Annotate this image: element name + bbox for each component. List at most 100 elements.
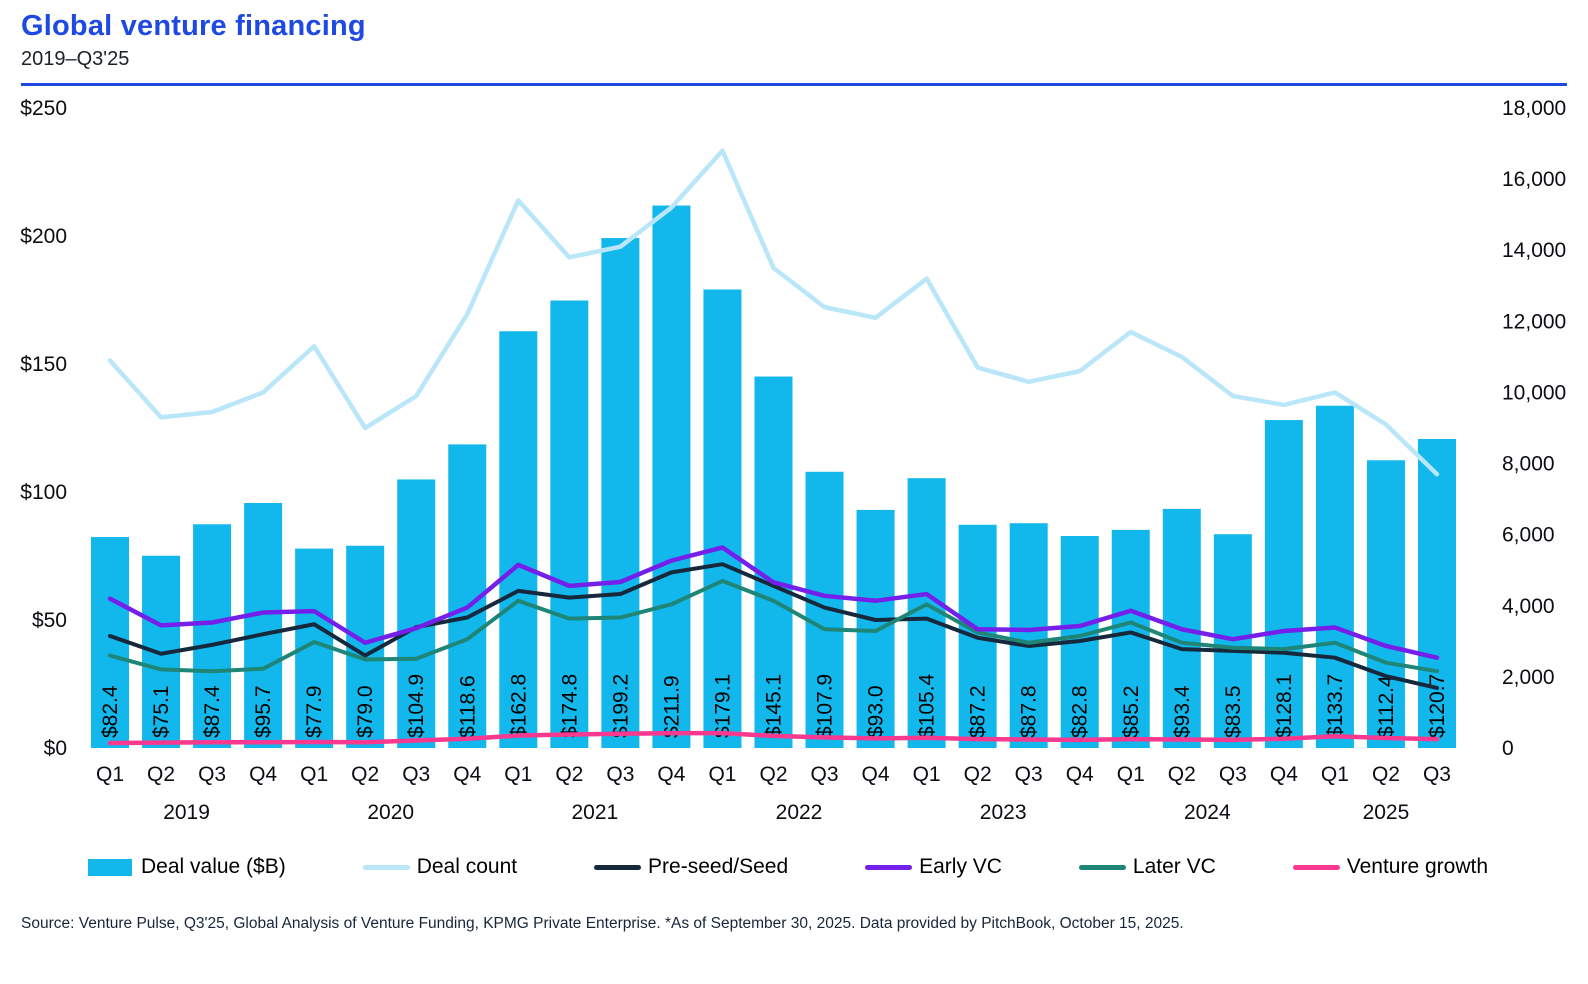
quarter-label: Q2 xyxy=(351,763,379,786)
left-axis-tick: $200 xyxy=(20,225,67,248)
quarter-label: Q1 xyxy=(504,763,532,786)
legend-label: Later VC xyxy=(1132,855,1216,878)
legend-line-swatch xyxy=(1292,864,1340,870)
right-axis-tick: 4,000 xyxy=(1502,595,1555,618)
bar-value-label: $145.1 xyxy=(762,674,785,738)
legend-bar-swatch xyxy=(88,858,132,876)
bar-value-label: $162.8 xyxy=(507,674,530,738)
deal-count-line xyxy=(107,148,1440,477)
bar-value-label: $118.6 xyxy=(456,675,479,738)
quarter-label: Q3 xyxy=(811,763,839,786)
bar-value-label: $93.0 xyxy=(865,685,888,738)
deal-value-bar xyxy=(1264,420,1303,748)
bar-value-label: $179.1 xyxy=(711,674,734,738)
deal-value-bar xyxy=(1111,529,1150,748)
legend-item-pre-seed-seed: Pre-seed/Seed xyxy=(594,855,788,879)
right-axis-tick: 2,000 xyxy=(1502,666,1555,689)
quarter-label: Q1 xyxy=(1321,763,1349,786)
bar-value-label: $199.2 xyxy=(609,674,632,738)
bar-value-label: $107.9 xyxy=(814,674,837,738)
deal-value-bar xyxy=(499,331,538,748)
legend-label: Deal count xyxy=(416,855,518,878)
bar-value-label: $83.5 xyxy=(1222,685,1245,738)
legend-line-swatch xyxy=(594,864,642,870)
deal-value-bars xyxy=(91,205,1456,748)
chart-header: Global venture financing 2019–Q3'25 xyxy=(0,0,1588,71)
right-axis-tick: 14,000 xyxy=(1502,239,1566,262)
quarter-label: Q1 xyxy=(1117,763,1145,786)
legend-item-later-vc: Later VC xyxy=(1078,855,1216,879)
quarter-label: Q3 xyxy=(198,763,226,786)
quarter-label: Q1 xyxy=(300,763,328,786)
left-axis-tick: $150 xyxy=(20,353,67,376)
quarter-axis-labels: Q1 Q2 Q3 Q4 Q1 Q2 Q3 Q4 Q1 Q2 Q3 Q4 Q1 Q2 Q3 Q4 Q1 Q2 Q3 Q4… xyxy=(96,763,1451,786)
quarter-label: Q4 xyxy=(453,763,481,786)
venture-growth-line xyxy=(107,730,1440,746)
legend-line-swatch xyxy=(362,864,410,870)
bar-value-label: $75.1 xyxy=(150,685,173,738)
bar-value-label: $120.7 xyxy=(1426,674,1449,738)
bar-value-label: $87.8 xyxy=(1018,685,1041,738)
chart-legend: Deal value ($B) Deal count Pre-seed/Seed Ea… xyxy=(0,831,1588,879)
right-axis-tick: 12,000 xyxy=(1502,310,1566,333)
bar-value-label: $79.0 xyxy=(354,685,377,738)
bar-value-label: $105.4 xyxy=(916,673,939,738)
deal-value-bar xyxy=(1315,405,1354,748)
quarter-label: Q4 xyxy=(249,763,277,786)
quarter-label: Q4 xyxy=(657,763,685,786)
deal-value-bar xyxy=(193,524,232,748)
year-label: 2024 xyxy=(1184,801,1231,824)
bar-value-label: $87.4 xyxy=(201,685,224,738)
year-label: 2020 xyxy=(367,801,414,824)
bar-value-label: $85.2 xyxy=(1120,685,1143,738)
year-label: 2021 xyxy=(572,801,619,824)
legend-label: Venture growth xyxy=(1346,855,1488,878)
deal-value-bar xyxy=(397,479,436,748)
bar-value-label: $77.9 xyxy=(303,685,326,738)
year-label: 2025 xyxy=(1363,801,1410,824)
quarter-label: Q2 xyxy=(147,763,175,786)
bar-value-label: $82.4 xyxy=(99,685,122,738)
quarter-label: Q2 xyxy=(1372,763,1400,786)
bar-value-label: $128.1 xyxy=(1273,674,1296,738)
legend-line-swatch xyxy=(1078,864,1126,870)
year-label: 2022 xyxy=(776,801,823,824)
year-axis-labels: 2019 2020 2021 2022 2023 2024 2025 xyxy=(163,801,1409,824)
deal-value-bar xyxy=(1417,439,1456,748)
right-axis-tick: 6,000 xyxy=(1502,524,1555,547)
right-axis-tick: 16,000 xyxy=(1502,168,1566,191)
bar-value-label: $82.8 xyxy=(1069,685,1092,738)
legend-item-deal-value-b-: Deal value ($B) xyxy=(88,855,286,879)
bar-value-label: $93.4 xyxy=(1171,685,1194,738)
bar-value-label: $174.8 xyxy=(558,674,581,738)
pre-seed-seed-line xyxy=(108,562,1439,690)
right-axis-tick: 10,000 xyxy=(1502,381,1566,404)
quarter-label: Q4 xyxy=(1270,763,1298,786)
legend-item-venture-growth: Venture growth xyxy=(1292,855,1488,879)
legend-label: Deal value ($B) xyxy=(141,855,286,878)
quarter-label: Q2 xyxy=(964,763,992,786)
right-axis-tick: 0 xyxy=(1502,737,1514,760)
later-vc-line xyxy=(108,578,1439,674)
bar-value-label: $95.7 xyxy=(252,685,275,738)
legend-label: Early VC xyxy=(919,855,1002,878)
legend-line-swatch xyxy=(865,864,913,870)
bar-value-label: $87.2 xyxy=(967,685,990,738)
quarter-label: Q1 xyxy=(708,763,736,786)
bar-value-label: $112.4 xyxy=(1375,675,1398,738)
deal-value-bar xyxy=(244,503,283,748)
quarter-label: Q3 xyxy=(402,763,430,786)
deal-value-bar xyxy=(550,300,589,748)
legend-item-deal-count: Deal count xyxy=(362,855,518,879)
quarter-label: Q1 xyxy=(913,763,941,786)
quarter-label: Q4 xyxy=(862,763,890,786)
legend-item-early-vc: Early VC xyxy=(865,855,1002,879)
left-axis-tick: $50 xyxy=(32,609,67,632)
quarter-label: Q2 xyxy=(1168,763,1196,786)
header-divider xyxy=(21,83,1567,86)
chart-area: $0 $50 $100 $150 $200 $250 0 2,000 4,000 6,000 8,0… xyxy=(20,97,1566,824)
deal-value-bar xyxy=(601,238,640,748)
legend-label: Pre-seed/Seed xyxy=(648,855,789,878)
deal-value-bar xyxy=(1009,523,1048,748)
deal-value-bar xyxy=(1366,460,1405,748)
